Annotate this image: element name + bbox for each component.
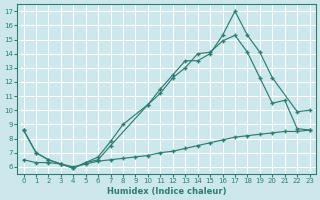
X-axis label: Humidex (Indice chaleur): Humidex (Indice chaleur) xyxy=(107,187,226,196)
